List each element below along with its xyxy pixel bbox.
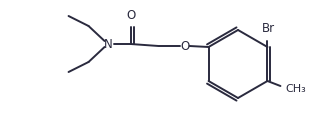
Text: O: O [180, 39, 189, 53]
Text: Br: Br [262, 22, 275, 35]
Text: N: N [104, 37, 113, 51]
Text: O: O [126, 9, 135, 22]
Text: CH₃: CH₃ [286, 84, 306, 94]
